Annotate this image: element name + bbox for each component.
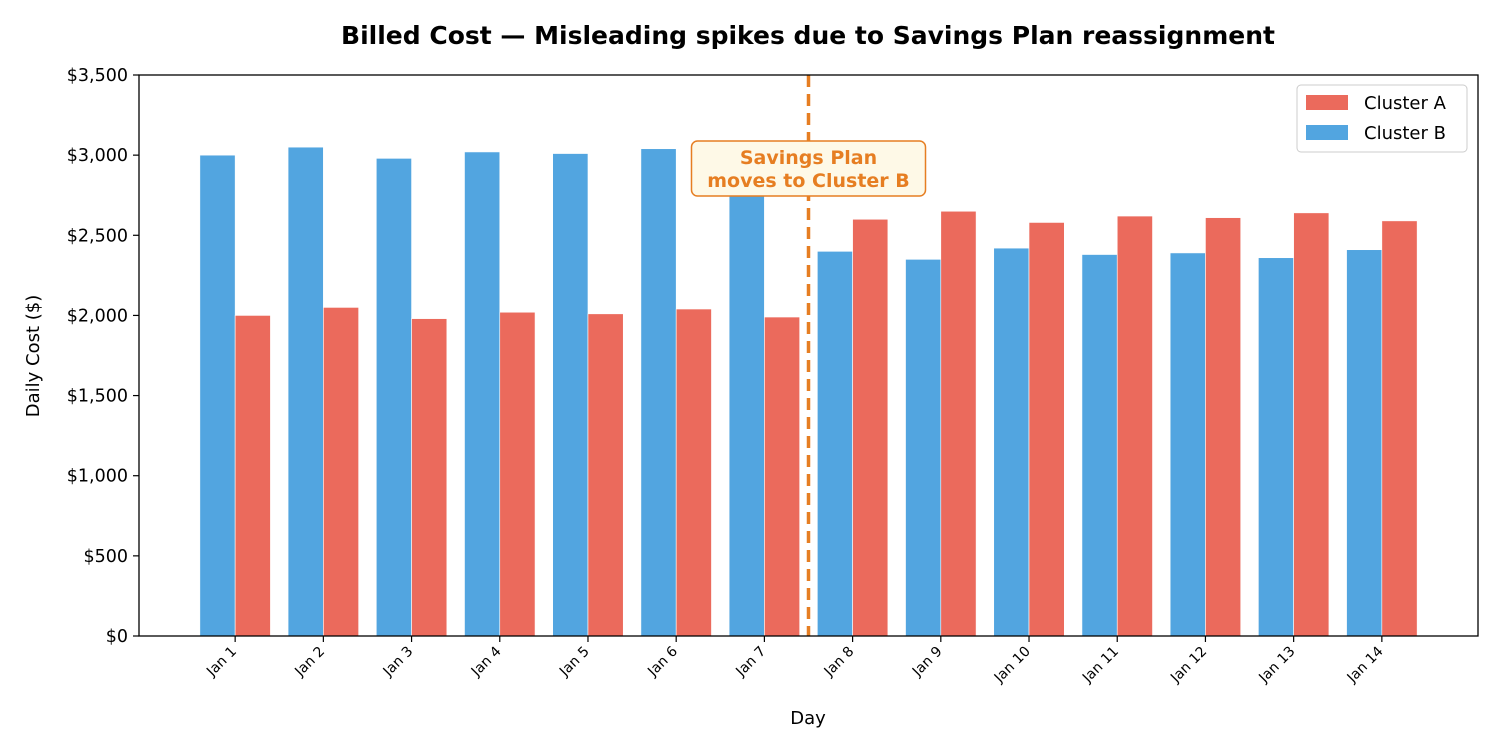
x-tick-label: Jan 13 xyxy=(1255,644,1298,687)
bar-cluster-a xyxy=(587,313,624,637)
annotation-text: Savings Plan xyxy=(740,147,877,169)
x-tick-label: Jan 3 xyxy=(380,644,417,681)
y-tick-label: $3,000 xyxy=(67,146,128,166)
bar-cluster-b xyxy=(375,158,412,637)
legend-label: Cluster B xyxy=(1364,123,1446,144)
bar-cluster-a xyxy=(1293,212,1330,637)
x-tick-label: Jan 2 xyxy=(291,644,328,681)
bar-cluster-b xyxy=(905,259,942,637)
bar-cluster-b xyxy=(199,154,236,637)
bar-cluster-a xyxy=(1381,220,1418,637)
annotation-text: moves to Cluster B xyxy=(707,170,910,192)
bar-cluster-b xyxy=(287,146,324,637)
x-tick-label: Jan 9 xyxy=(909,644,946,681)
bar-cluster-b xyxy=(464,151,501,637)
bar-cluster-a xyxy=(940,210,977,637)
bar-cluster-a xyxy=(499,311,536,637)
x-tick-label: Jan 7 xyxy=(732,644,769,681)
bar-cluster-b xyxy=(552,153,589,637)
bar-cluster-a xyxy=(675,308,712,637)
legend: Cluster A Cluster B xyxy=(1296,84,1468,153)
bar-cluster-b xyxy=(1081,254,1118,637)
annotation-box xyxy=(690,140,927,197)
y-tick-label: $1,500 xyxy=(67,387,128,407)
bar-cluster-b xyxy=(1346,249,1383,637)
x-tick-label: Jan 14 xyxy=(1344,643,1387,686)
bar-cluster-b xyxy=(993,247,1030,637)
x-tick-label: Jan 10 xyxy=(991,644,1034,687)
bar-cluster-b xyxy=(1169,252,1206,637)
bar-cluster-a xyxy=(764,316,800,637)
x-tick-label: Jan 12 xyxy=(1167,644,1210,687)
legend-swatch xyxy=(1306,125,1348,140)
bar-cluster-b xyxy=(728,156,765,637)
x-tick-label: Jan 6 xyxy=(644,643,681,680)
x-tick-label: Jan 1 xyxy=(203,644,240,681)
chart-title: Billed Cost — Misleading spikes due to S… xyxy=(341,21,1275,50)
y-tick-label: $3,500 xyxy=(67,66,128,86)
legend-swatch xyxy=(1306,95,1348,110)
plot-frame xyxy=(138,74,1479,637)
y-axis-label: Daily Cost ($) xyxy=(23,295,44,418)
bar-cluster-b xyxy=(640,148,677,637)
x-tick-label: Jan 11 xyxy=(1079,644,1122,687)
bar-cluster-a xyxy=(234,315,271,637)
bar-cluster-a xyxy=(1028,222,1065,637)
y-tick-label: $0 xyxy=(106,627,128,647)
bar-cluster-a xyxy=(1205,217,1242,637)
y-tick-label: $2,000 xyxy=(67,306,128,326)
bar-cluster-a xyxy=(1116,215,1153,637)
y-tick-label: $2,500 xyxy=(67,226,128,246)
x-axis-label: Day xyxy=(790,708,826,729)
y-tick-label: $500 xyxy=(83,547,128,567)
x-tick-label: Jan 4 xyxy=(468,643,505,680)
bar-cluster-a xyxy=(411,318,448,637)
bar-cluster-a xyxy=(852,218,889,637)
bar-cluster-b xyxy=(1258,257,1294,637)
x-tick-label: Jan 5 xyxy=(556,644,593,681)
legend-label: Cluster A xyxy=(1364,93,1447,114)
y-tick-label: $1,000 xyxy=(67,467,128,487)
x-tick-label: Jan 8 xyxy=(821,644,858,681)
bar-cluster-b xyxy=(817,251,853,637)
bar-cluster-a xyxy=(323,307,359,637)
